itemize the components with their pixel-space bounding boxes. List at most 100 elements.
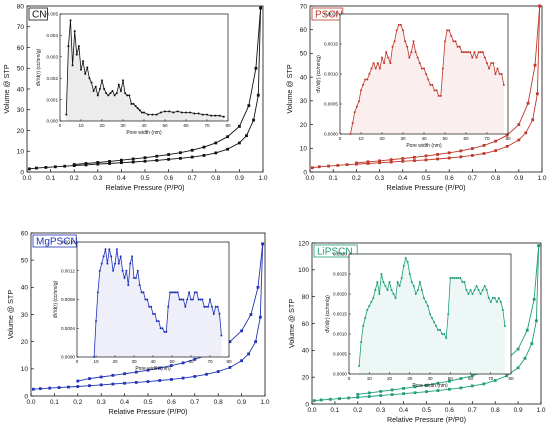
- panel-pscn: 0.0 0.1 0.2 0.3 0.4 0.5 0.6 0.7 0.8 0.9 1.0 0 10 20 30…: [285, 3, 547, 192]
- y-tick-label: 10: [300, 146, 308, 153]
- isotherm-point: [256, 285, 260, 289]
- inset-y-tick-label: 0.0015: [324, 42, 338, 47]
- inset-point: [190, 298, 192, 301]
- y-axis-label: Volume @ STP: [285, 64, 294, 113]
- isotherm-point: [146, 368, 150, 372]
- isotherm-point: [256, 93, 260, 97]
- isotherm-point: [402, 387, 405, 390]
- isotherm-point: [535, 92, 539, 96]
- isotherm-point: [401, 157, 405, 160]
- inset-point: [134, 105, 137, 108]
- inset-point: [437, 94, 440, 97]
- inset-point: [374, 289, 377, 291]
- inset-x-tick-label: 10: [78, 123, 84, 128]
- inset-point: [136, 107, 139, 110]
- inset-point: [197, 298, 200, 301]
- y-tick-label: 60: [300, 27, 308, 34]
- inset-point: [133, 276, 135, 279]
- isotherm-point: [517, 138, 521, 142]
- inset-y-tick-label: 0.0020: [333, 292, 347, 297]
- isotherm-point: [131, 160, 135, 164]
- inset-point: [458, 45, 461, 48]
- isotherm-point: [190, 148, 194, 152]
- isotherm-point: [240, 329, 243, 333]
- inset-point: [380, 273, 383, 275]
- isotherm-point: [345, 163, 349, 167]
- inset-point: [122, 79, 124, 82]
- inset-point: [454, 40, 457, 43]
- isotherm-point: [517, 123, 521, 126]
- inset-point: [495, 301, 498, 303]
- inset-point: [402, 29, 404, 32]
- isotherm-series-desorption: [356, 5, 541, 164]
- inset-y-tick-label: 0.0000: [333, 372, 347, 377]
- inset-point: [402, 265, 405, 267]
- inset-point: [113, 94, 116, 97]
- inset-x-tick-label: 80: [508, 376, 514, 381]
- inset-point: [443, 333, 446, 335]
- isotherm-point: [367, 391, 371, 395]
- inset-point: [191, 298, 194, 301]
- inset-point: [360, 341, 363, 343]
- isotherm-point: [238, 141, 241, 145]
- inset-point: [457, 277, 460, 279]
- inset-y-axis-label: dV/d(r) (cc/nm/g): [36, 48, 42, 86]
- inset-x-tick-label: 20: [387, 376, 393, 381]
- inset-frame: [339, 13, 509, 135]
- isotherm-point: [38, 387, 42, 391]
- isotherm-point: [108, 162, 111, 165]
- isotherm-series-desorption: [77, 243, 264, 382]
- sample-label: PSCN: [315, 10, 343, 21]
- x-tick-label: 0.1: [330, 407, 339, 414]
- inset-x-tick-label: 0: [59, 123, 62, 128]
- isotherm-point: [319, 398, 323, 402]
- x-tick-label: 0.3: [97, 399, 106, 406]
- inset-point: [115, 248, 118, 251]
- inset-point: [129, 262, 132, 265]
- inset-point: [360, 89, 362, 92]
- inset-point: [427, 78, 430, 81]
- inset-point: [479, 51, 482, 54]
- inset-point: [446, 29, 449, 32]
- isotherm-point: [158, 379, 162, 382]
- inset-point: [178, 298, 181, 301]
- inset-point: [473, 289, 476, 291]
- isotherm-point: [259, 6, 263, 10]
- isotherm-point: [459, 386, 463, 390]
- inset-point: [155, 113, 158, 116]
- x-tick-label: 1.0: [537, 175, 546, 182]
- inset-x-tick-label: 80: [226, 359, 232, 364]
- isotherm-point: [120, 158, 123, 162]
- x-tick-label: 0.2: [70, 175, 79, 182]
- inset-point: [392, 293, 395, 295]
- inset-point: [205, 305, 208, 308]
- x-tick-label: 0.5: [143, 399, 152, 406]
- y-tick-label: 10: [21, 366, 29, 373]
- isotherm-point: [470, 384, 474, 388]
- y-tick-label: 0: [303, 169, 307, 176]
- inset-point: [445, 337, 448, 339]
- inset-point: [378, 67, 381, 70]
- inset-point: [493, 297, 496, 299]
- inset-point: [496, 67, 499, 70]
- inset-point: [394, 297, 397, 299]
- x-tick-label: 0.7: [468, 175, 477, 182]
- inset-point: [355, 105, 358, 108]
- inset-point: [455, 277, 458, 279]
- inset-point: [397, 23, 400, 26]
- inset-point: [199, 298, 202, 301]
- isotherm-point: [131, 157, 135, 161]
- inset-point: [498, 73, 501, 75]
- y-tick-label: 100: [298, 267, 309, 274]
- inset-x-tick-label: 50: [162, 123, 168, 128]
- inset-x-tick-label: 40: [427, 376, 433, 381]
- isotherm-point: [471, 154, 474, 157]
- inset-point: [382, 281, 385, 283]
- inset-y-tick-label: 0.000: [47, 119, 59, 124]
- isotherm-point: [310, 166, 314, 170]
- inset-point: [439, 329, 442, 331]
- inset-point: [469, 51, 472, 54]
- inset-point: [127, 284, 130, 287]
- inset-point: [193, 112, 196, 115]
- isotherm-point: [535, 319, 538, 323]
